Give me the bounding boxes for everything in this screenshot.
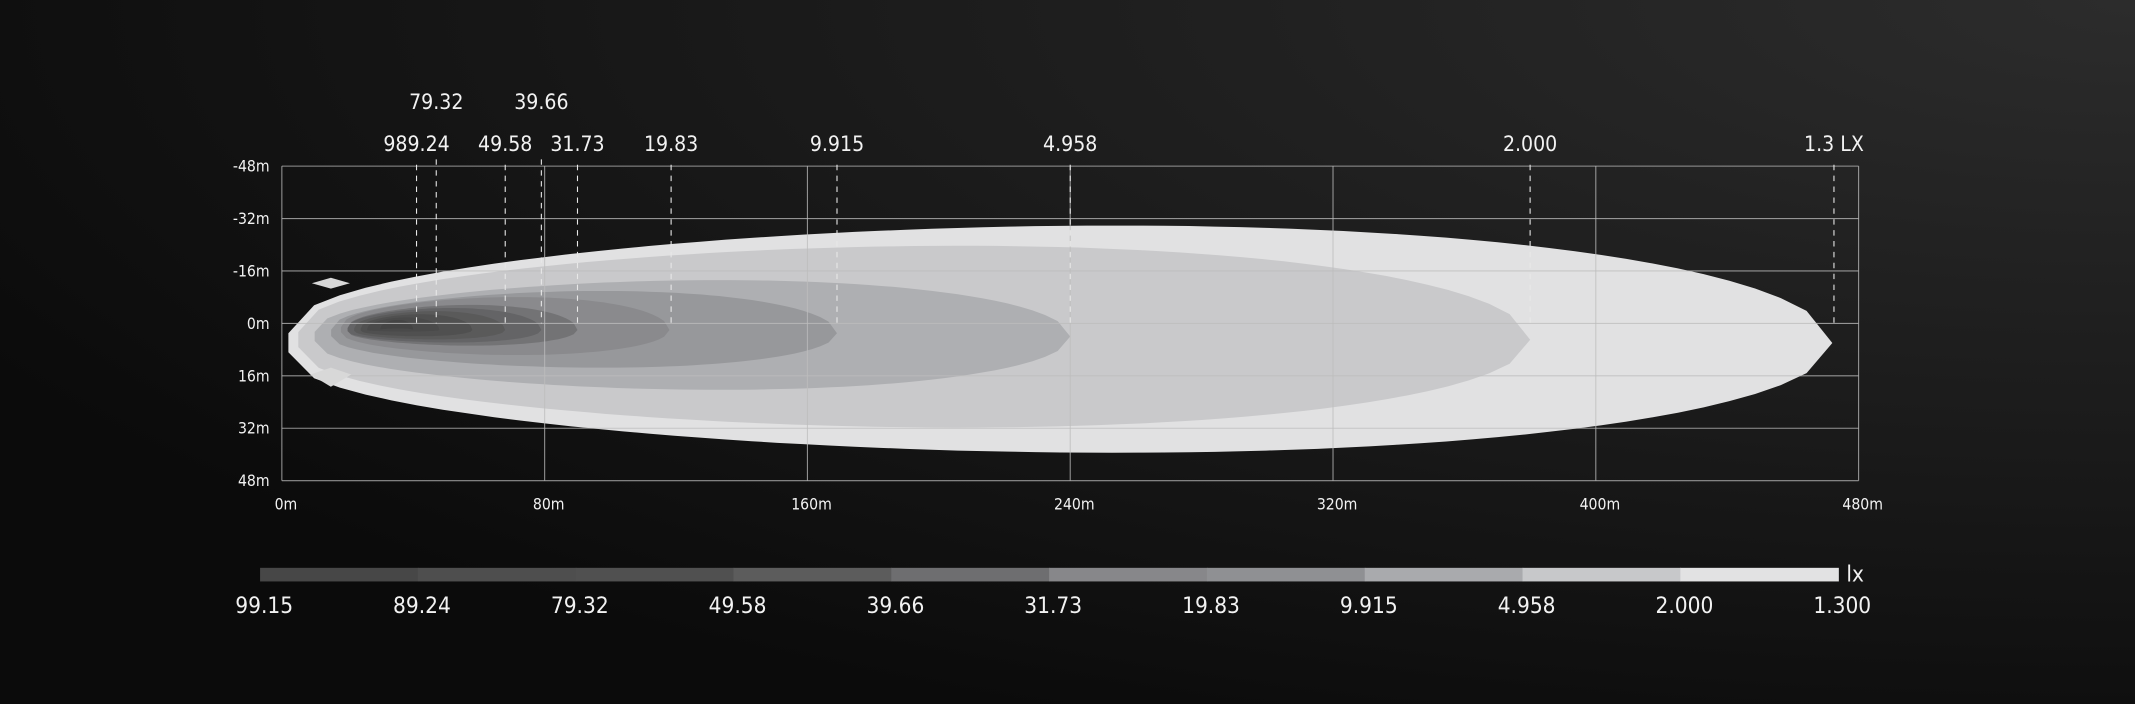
legend-label: 4.958 [1498,593,1556,619]
chart-grid [281,165,1860,482]
legend-unit: lx [1846,561,1864,587]
x-tick-label: 240m [1054,494,1095,513]
legend-swatch [1049,567,1208,582]
legend: 99.15 89.24 79.32 49.58 39.66 31.73 19.83 9.915… [235,561,1871,618]
light-source-upper-icon [311,277,350,289]
y-tick-label: 0m [247,314,270,333]
isolux-contour-99-15 [380,319,414,330]
x-tick-label: 160m [791,494,832,513]
legend-label: 39.66 [866,593,924,619]
y-tick-label: 32m [238,419,270,438]
x-tick-label: 320m [1317,494,1358,513]
legend-swatch [417,567,577,582]
legend-label: 99.15 [235,593,293,619]
y-tick-label: -32m [233,209,270,228]
x-tick-label: 400m [1580,494,1621,513]
isolux-contours [288,225,1833,453]
top-markers: 989.24 79.32 49.58 39.66 31.73 19.83 9.915 4.95… [383,89,1864,324]
marker-label: 4.958 [1043,131,1097,156]
legend-label: 9.915 [1340,593,1398,619]
legend-swatch [1206,567,1366,582]
legend-label: 49.58 [709,593,767,619]
x-tick-label: 0m [275,494,298,513]
legend-swatch [891,567,1050,582]
y-tick-label: -48m [233,157,270,176]
legend-label: 2.000 [1656,593,1714,619]
marker-label: 49.58 [478,131,532,156]
legend-swatch [1364,567,1524,582]
legend-swatch [1680,567,1839,582]
legend-swatch [733,567,892,582]
legend-swatch [260,567,419,582]
x-tick-label: 80m [533,494,565,513]
legend-label: 89.24 [393,593,451,619]
light-source-lower-icon [310,367,352,387]
legend-swatch [575,567,735,582]
legend-swatch [1522,567,1682,582]
legend-label: 31.73 [1024,593,1082,619]
marker-label: 9.915 [810,131,864,156]
marker-label: 2.000 [1503,131,1557,156]
x-tick-label: 480m [1842,494,1883,513]
y-tick-label: 16m [238,366,270,385]
axis-ticks: 0m 80m 160m 240m 320m 400m 480m -48m -32m -16m 0m 1… [233,157,1883,514]
marker-label: 19.83 [644,131,698,156]
marker-label: 79.32 [409,89,463,114]
legend-label: 19.83 [1182,593,1240,619]
marker-label: 39.66 [514,89,568,114]
legend-label: 79.32 [551,593,609,619]
y-tick-label: -16m [233,261,270,280]
marker-label: 31.73 [550,131,604,156]
marker-label: 1.3 LX [1804,131,1864,156]
y-tick-label: 48m [238,471,270,490]
marker-label: 989.24 [383,131,449,156]
legend-label: 1.300 [1813,593,1871,619]
